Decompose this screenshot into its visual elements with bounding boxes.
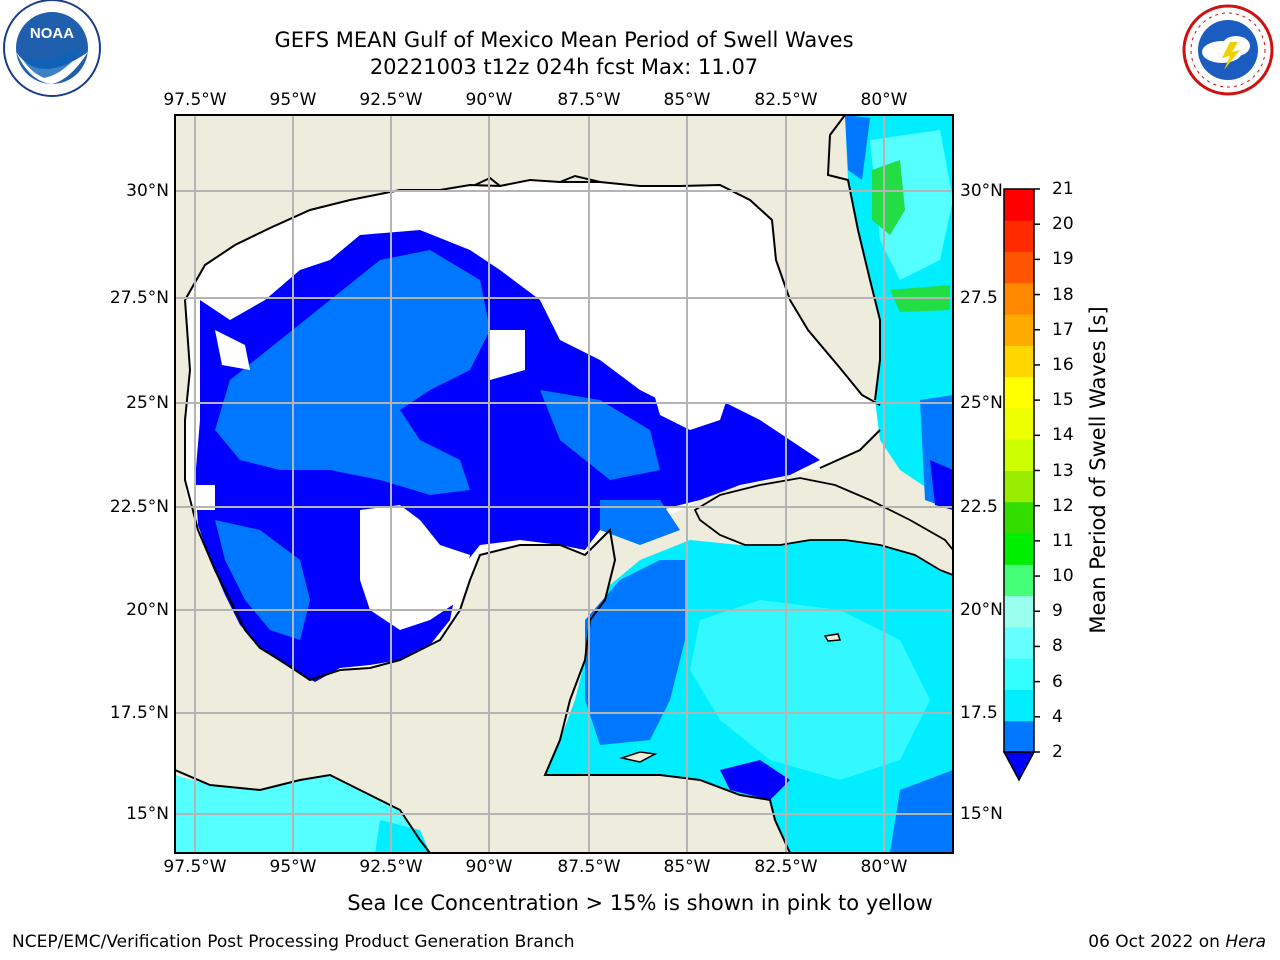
lat-label-left: 17.5°N bbox=[109, 703, 169, 723]
gulf-coastline bbox=[184, 178, 881, 469]
footer-credit: NCEP/EMC/Verification Post Processing Pr… bbox=[12, 932, 575, 952]
colorbar bbox=[1002, 188, 1040, 782]
lat-label-left: 20°N bbox=[126, 600, 169, 620]
caption: Sea Ice Concentration > 15% is shown in … bbox=[347, 891, 933, 915]
lon-label-top: 92.5°W bbox=[359, 90, 423, 110]
colorbar-segment bbox=[1004, 220, 1034, 253]
colorbar-tick-label: 2 bbox=[1052, 742, 1063, 762]
national-weather-service-logo bbox=[1182, 4, 1274, 96]
lon-label-bottom: 82.5°W bbox=[754, 857, 818, 877]
colorbar-tick-label: 8 bbox=[1052, 636, 1063, 657]
lon-label-top: 82.5°W bbox=[754, 90, 818, 110]
colorbar-segment bbox=[1004, 626, 1034, 659]
colorbar-segment bbox=[1004, 595, 1034, 628]
colorbar-segment bbox=[1004, 439, 1034, 471]
lat-label-left: 30°N bbox=[126, 181, 169, 201]
map-frame bbox=[174, 114, 954, 854]
colorbar-tick-label: 19 bbox=[1052, 249, 1074, 270]
colorbar-segment bbox=[1004, 251, 1034, 284]
lat-label-left: 22.5°N bbox=[109, 497, 169, 517]
colorbar-segment bbox=[1004, 314, 1034, 346]
colorbar-extend-arrow bbox=[1002, 751, 1036, 782]
lon-label-top: 80°W bbox=[860, 90, 908, 110]
noaa-logo-text: NOAA bbox=[30, 25, 74, 42]
colorbar-tick-label: 6 bbox=[1052, 671, 1063, 692]
chart-title: GEFS MEAN Gulf of Mexico Mean Period of … bbox=[274, 28, 854, 52]
lon-label-bottom: 92.5°W bbox=[359, 857, 423, 877]
map-area bbox=[175, 115, 953, 853]
lon-label-bottom: 95°W bbox=[269, 857, 317, 877]
colorbar-tick-label: 16 bbox=[1052, 354, 1074, 375]
colorbar-segment bbox=[1004, 189, 1034, 221]
colorbar-segment bbox=[1004, 564, 1034, 597]
colorbar-tick-label: 10 bbox=[1052, 566, 1074, 587]
colorbar-segment bbox=[1004, 533, 1034, 565]
lat-label-left: 27.5°N bbox=[109, 288, 169, 308]
colorbar-title: Mean Period of Swell Waves [s] bbox=[1086, 306, 1110, 634]
colorbar-tick-label: 18 bbox=[1052, 284, 1074, 305]
colorbar-segment bbox=[1004, 345, 1034, 378]
lon-label-top: 87.5°W bbox=[557, 90, 621, 110]
cuba-land bbox=[693, 477, 953, 576]
lat-label-right: 30°N bbox=[960, 181, 1003, 201]
colorbar-tick-label: 9 bbox=[1052, 601, 1063, 622]
lon-label-bottom: 97.5°W bbox=[163, 857, 227, 877]
colorbar-tick-label: 17 bbox=[1052, 319, 1074, 340]
colorbar-tick-label: 14 bbox=[1052, 425, 1074, 446]
colorbar-tick-label: 12 bbox=[1052, 495, 1074, 516]
lat-label-right: 25°N bbox=[960, 393, 1003, 413]
lat-label-right: 22.5 bbox=[960, 497, 998, 517]
colorbar-segment bbox=[1004, 689, 1034, 722]
lat-label-right: 17.5 bbox=[960, 703, 998, 723]
lat-label-right: 20°N bbox=[960, 600, 1003, 620]
footer-host: Hera bbox=[1225, 932, 1266, 952]
colorbar-segment bbox=[1004, 658, 1034, 690]
colorbar-tick-label: 13 bbox=[1052, 460, 1074, 481]
colorbar-segment bbox=[1004, 407, 1034, 440]
lat-label-right: 15°N bbox=[960, 804, 1003, 824]
colorbar-tick-label: 11 bbox=[1052, 530, 1074, 551]
footer-date-text: 06 Oct 2022 on bbox=[1088, 932, 1226, 952]
lon-label-bottom: 90°W bbox=[465, 857, 513, 877]
lon-label-top: 90°W bbox=[465, 90, 513, 110]
colorbar-segment bbox=[1004, 282, 1034, 315]
map-gridlines bbox=[175, 115, 953, 853]
colorbar-tick-label: 4 bbox=[1052, 706, 1063, 727]
noaa-logo: NOAA bbox=[3, 0, 101, 97]
lon-label-top: 95°W bbox=[269, 90, 317, 110]
gulf-swell-midblue bbox=[215, 250, 490, 495]
lat-label-left: 15°N bbox=[126, 804, 169, 824]
colorbar-tick-label: 21 bbox=[1052, 179, 1074, 199]
colorbar-segment bbox=[1004, 376, 1034, 409]
lon-label-bottom: 85°W bbox=[663, 857, 711, 877]
colorbar-segment bbox=[1004, 470, 1034, 503]
colorbar-segment bbox=[1004, 501, 1034, 534]
lon-label-bottom: 87.5°W bbox=[557, 857, 621, 877]
footer-date: 06 Oct 2022 on Hera bbox=[1088, 932, 1266, 952]
lon-label-top: 97.5°W bbox=[163, 90, 227, 110]
colorbar-tick-label: 20 bbox=[1052, 214, 1074, 235]
lat-label-right: 27.5 bbox=[960, 288, 998, 308]
chart-subtitle: 20221003 t12z 024h fcst Max: 11.07 bbox=[369, 55, 759, 79]
colorbar-tick-label: 15 bbox=[1052, 390, 1074, 411]
colorbar-segment bbox=[1004, 720, 1034, 753]
lon-label-top: 85°W bbox=[663, 90, 711, 110]
florida-coast bbox=[826, 115, 881, 401]
lon-label-bottom: 80°W bbox=[860, 857, 908, 877]
lat-label-left: 25°N bbox=[126, 393, 169, 413]
